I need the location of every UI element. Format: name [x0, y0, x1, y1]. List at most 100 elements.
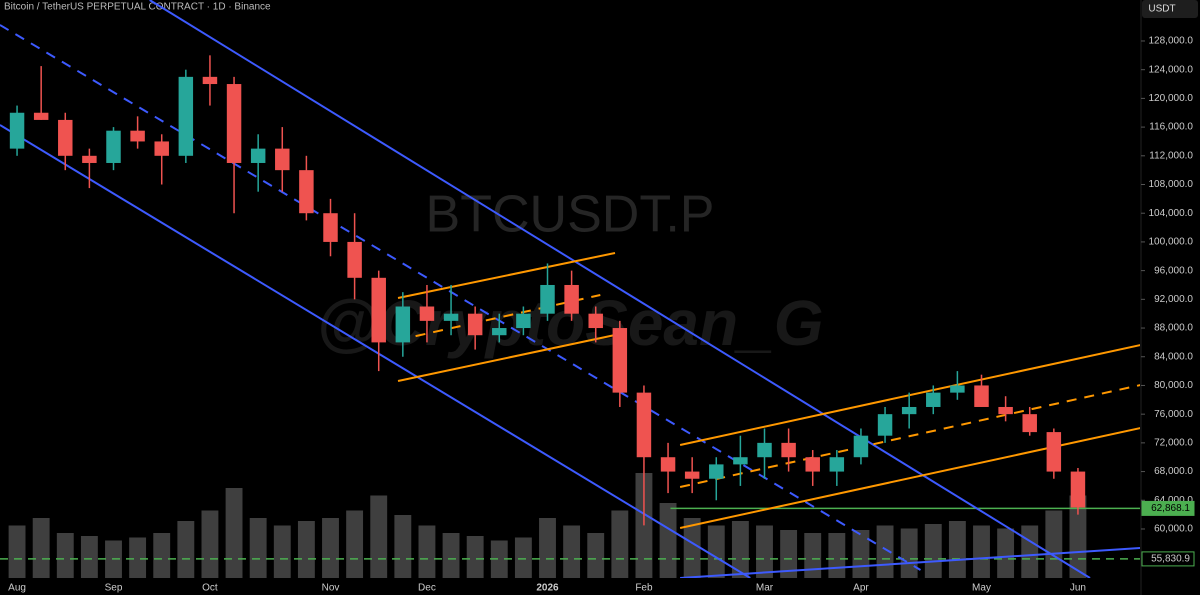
x-tick-label: May: [972, 583, 991, 594]
trendline: [0, 124, 751, 578]
candle-body: [1070, 471, 1086, 508]
trendline: [680, 547, 1140, 578]
candle-body: [492, 328, 507, 336]
volume-bar: [249, 518, 267, 578]
volume-bar: [973, 525, 990, 578]
candle-body: [540, 284, 555, 314]
plot: [0, 0, 1140, 578]
volume-bar: [514, 537, 532, 578]
x-tick-label: Feb: [635, 583, 653, 594]
currency-label[interactable]: USDT: [1148, 4, 1175, 15]
volume-bar: [225, 488, 243, 578]
x-tick-label: Mar: [756, 583, 774, 594]
candle-body: [82, 155, 97, 163]
trendline: [679, 384, 1140, 488]
candle-body: [33, 112, 49, 120]
trendline: [679, 427, 1140, 529]
y-tick-label: 112,000.0: [1149, 150, 1193, 161]
candle-body: [998, 406, 1013, 415]
candle-body: [467, 313, 483, 336]
x-tick-label: Apr: [853, 583, 869, 594]
volume-bar: [297, 521, 315, 578]
volume-bar: [756, 525, 773, 578]
volume-bar: [683, 518, 701, 578]
x-tick-label: Aug: [8, 583, 26, 594]
volume-bar: [900, 528, 918, 578]
candle-body: [178, 76, 194, 156]
volume-bar: [129, 537, 147, 578]
candle-body: [1046, 432, 1062, 472]
price-label: 62,868.1: [1151, 503, 1190, 514]
y-tick-label: 60,000.0: [1154, 524, 1193, 535]
currency-button[interactable]: [1142, 0, 1198, 18]
x-tick-label: Dec: [418, 583, 436, 594]
volume-bar: [8, 525, 26, 578]
x-tick-label: 2026: [536, 583, 559, 594]
y-tick-label: 120,000.0: [1149, 93, 1194, 104]
y-tick-label: 92,000.0: [1154, 294, 1193, 305]
candle-body: [636, 392, 652, 458]
y-tick-label: 128,000.0: [1149, 36, 1194, 47]
volume-bar: [273, 525, 291, 578]
candle-body: [588, 313, 603, 329]
volume-bar: [201, 510, 219, 578]
x-tick-label: Nov: [322, 583, 340, 594]
watermark: BTCUSDT.P: [426, 186, 715, 244]
price-label: 55,830.9: [1151, 554, 1190, 565]
volume-bar: [346, 510, 364, 578]
y-tick-label: 76,000.0: [1154, 409, 1193, 420]
volume-bar: [852, 530, 870, 578]
volume-bar: [442, 533, 460, 578]
candle-body: [250, 148, 266, 163]
candle-body: [901, 406, 917, 415]
trendline: [397, 252, 616, 299]
candle-body: [419, 306, 435, 321]
candle-body: [853, 435, 869, 458]
candle-body: [1022, 414, 1037, 433]
candle-body: [58, 119, 73, 156]
volume-bar: [490, 540, 508, 578]
candle-body: [926, 392, 941, 407]
candle-body: [130, 130, 145, 142]
y-tick-label: 88,000.0: [1154, 323, 1193, 334]
y-tick-label: 104,000.0: [1149, 208, 1194, 219]
volume-bar: [1021, 525, 1039, 578]
candle-body: [275, 148, 290, 171]
candle-body: [371, 277, 386, 343]
volume-bar: [563, 525, 581, 578]
trendline: [679, 344, 1140, 446]
candle-body: [106, 130, 121, 163]
candle-body: [950, 385, 965, 393]
volume-bar: [539, 518, 556, 578]
candle-body: [443, 313, 459, 321]
volume-bar: [997, 528, 1015, 578]
x-tick-label: Sep: [105, 583, 123, 594]
y-tick-label: 96,000.0: [1154, 265, 1193, 276]
y-tick-label: 80,000.0: [1154, 380, 1193, 391]
x-tick-label: Oct: [202, 583, 218, 594]
volume-bar: [924, 524, 942, 578]
y-tick-label: 68,000.0: [1154, 466, 1193, 477]
trendline: [149, 0, 1091, 578]
price-label-box: [1141, 551, 1195, 567]
volume-bar: [322, 518, 339, 578]
volume-bar: [828, 533, 846, 578]
volume-bar: [418, 525, 436, 578]
chart-title: Bitcoin / TetherUS PERPETUAL CONTRACT · …: [4, 2, 271, 13]
y-tick-label: 100,000.0: [1149, 237, 1194, 248]
volume-bar: [153, 533, 171, 578]
volume-bar: [804, 533, 822, 578]
volume-bar: [56, 533, 74, 578]
volume-bar: [80, 536, 98, 578]
candle-body: [781, 442, 796, 458]
volume-bar: [370, 495, 388, 578]
volume-bar: [394, 515, 412, 578]
candle-body: [757, 442, 772, 458]
candle-body: [564, 284, 579, 314]
volume-bar: [611, 510, 629, 578]
candle-body: [9, 112, 25, 149]
trendline: [0, 24, 922, 571]
volume-bar: [659, 503, 677, 578]
x-tick-label: Jun: [1070, 583, 1086, 594]
